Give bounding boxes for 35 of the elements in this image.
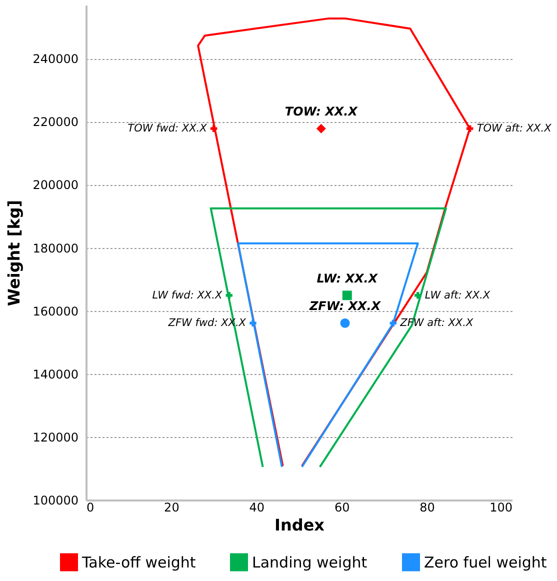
legend-label: Landing weight <box>252 553 368 572</box>
y-tick-label: 160000 <box>32 304 78 318</box>
data-label: TOW aft: XX.X <box>476 122 552 135</box>
point <box>250 320 256 326</box>
point <box>210 125 218 132</box>
point <box>226 292 232 299</box>
y-tick-label: 240000 <box>32 52 78 66</box>
data-label: TOW: XX.X <box>284 104 358 119</box>
y-tick-label: 200000 <box>32 178 78 192</box>
data-label: LW: XX.X <box>316 271 378 286</box>
y-tick-label: 180000 <box>32 241 78 256</box>
x-tick-label: 100 <box>490 500 512 514</box>
point <box>414 292 422 299</box>
point <box>390 320 396 326</box>
legend-label: Take-off weight <box>81 553 196 572</box>
x-tick-label: 20 <box>164 500 180 514</box>
point <box>466 125 474 132</box>
point <box>340 318 350 328</box>
data-label: LW aft: XX.X <box>424 289 491 302</box>
point <box>316 124 326 134</box>
data-label: ZFW: XX.X <box>308 299 382 314</box>
legend-label: Zero fuel weight <box>424 553 547 572</box>
y-axis-title: Weight [kg] <box>4 200 24 306</box>
x-axis-title: Index <box>274 516 326 534</box>
data-label: LW fwd: XX.X <box>152 289 223 302</box>
y-tick-label: 120000 <box>32 430 78 444</box>
x-tick-label: 40 <box>249 500 265 514</box>
y-tick-label: 220000 <box>32 115 78 130</box>
y-tick-label: 140000 <box>32 367 78 382</box>
x-tick-label: 80 <box>420 500 435 514</box>
x-tick-label: 60 <box>334 500 350 514</box>
y-tick-label: 100000 <box>32 494 78 508</box>
point <box>342 290 352 300</box>
data-label: TOW fwd: XX.X <box>128 122 208 135</box>
x-tick-label: 0 <box>86 500 94 514</box>
